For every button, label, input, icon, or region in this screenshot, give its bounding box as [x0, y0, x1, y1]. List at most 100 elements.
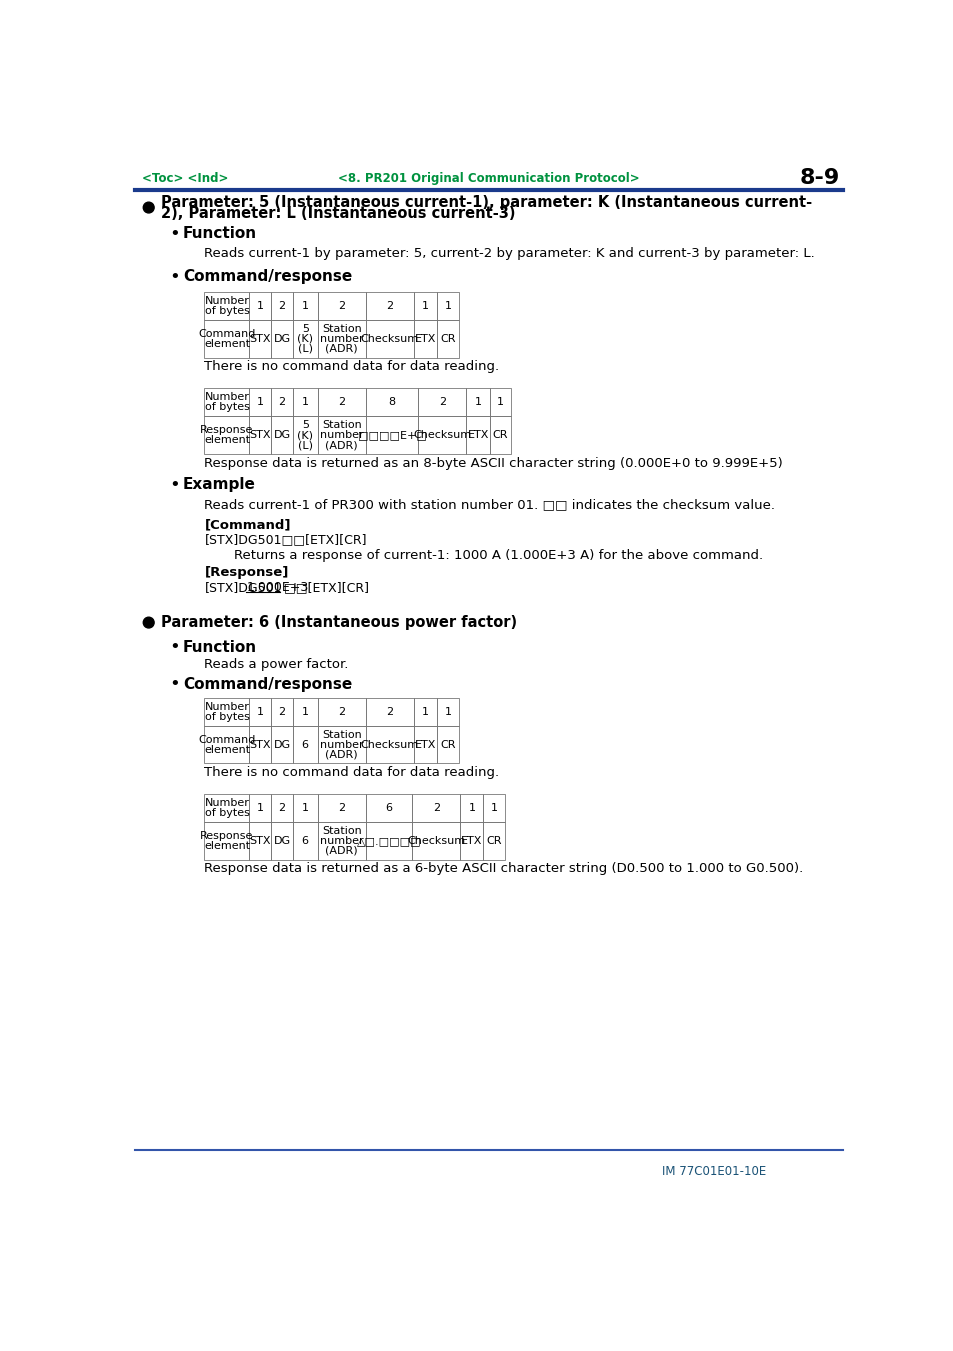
Text: (L): (L) [297, 345, 313, 354]
Text: Example: Example [183, 477, 255, 492]
Text: 1: 1 [444, 301, 451, 311]
Text: Parameter: 6 (Instantaneous power factor): Parameter: 6 (Instantaneous power factor… [161, 615, 517, 630]
Text: CR: CR [439, 739, 456, 750]
Text: <Toc> <Ind>: <Toc> <Ind> [142, 172, 229, 185]
Bar [459, 794, 483, 821]
Text: Function: Function [183, 226, 256, 242]
Text: •: • [170, 267, 180, 286]
Circle shape [143, 203, 154, 213]
Text: Checksum: Checksum [407, 836, 465, 846]
Text: 2: 2 [433, 802, 439, 813]
Bar [412, 821, 459, 859]
Text: Checksum: Checksum [360, 334, 418, 345]
Bar [489, 389, 511, 416]
Bar [293, 698, 317, 725]
Text: number: number [319, 430, 363, 440]
Text: Reads current-1 by parameter: 5, current-2 by parameter: K and current-3 by para: Reads current-1 by parameter: 5, current… [204, 247, 815, 261]
Bar [293, 794, 317, 821]
Bar [365, 698, 414, 725]
Text: 1: 1 [497, 397, 503, 408]
Text: 6: 6 [385, 802, 392, 813]
Text: 1: 1 [444, 707, 451, 717]
Text: 1: 1 [421, 707, 429, 717]
Text: 5: 5 [301, 420, 309, 430]
Bar [436, 698, 458, 725]
Bar [249, 725, 271, 763]
Bar [365, 725, 414, 763]
Text: Station: Station [321, 730, 361, 739]
Text: CR: CR [493, 430, 508, 440]
Text: Checksum: Checksum [413, 430, 471, 440]
Bar [271, 292, 293, 320]
Bar [365, 794, 412, 821]
Bar [271, 320, 293, 358]
Bar [249, 794, 271, 821]
Text: 2: 2 [386, 707, 393, 717]
Text: 6: 6 [301, 836, 309, 846]
Bar [365, 821, 412, 859]
Text: 6: 6 [301, 739, 309, 750]
Bar [249, 821, 271, 859]
Text: 1: 1 [301, 397, 309, 408]
Bar [365, 292, 414, 320]
Text: element: element [204, 339, 250, 349]
Bar [293, 292, 317, 320]
Text: ETX: ETX [460, 836, 482, 846]
Text: 8: 8 [388, 397, 395, 408]
Text: [Response]: [Response] [204, 566, 289, 580]
Bar [489, 416, 511, 454]
Text: There is no command data for data reading.: There is no command data for data readin… [204, 361, 499, 373]
Bar [204, 320, 249, 358]
Bar [293, 320, 317, 358]
Text: ETX: ETX [467, 430, 488, 440]
Text: (K): (K) [297, 334, 313, 345]
Text: element: element [204, 744, 250, 755]
Bar [436, 320, 458, 358]
Text: CR: CR [439, 334, 456, 345]
Text: •: • [170, 224, 180, 243]
Text: □□[ETX][CR]: □□[ETX][CR] [279, 581, 369, 594]
Text: Response: Response [200, 426, 253, 435]
Bar [293, 416, 317, 454]
Bar [317, 416, 365, 454]
Text: CR: CR [486, 836, 501, 846]
Text: •: • [170, 638, 180, 657]
Bar [317, 320, 365, 358]
Bar [317, 725, 365, 763]
Text: Number: Number [204, 296, 249, 307]
Text: •: • [170, 676, 180, 693]
Bar [414, 725, 436, 763]
Text: There is no command data for data reading.: There is no command data for data readin… [204, 766, 499, 780]
Text: element: element [204, 435, 250, 444]
Text: 1: 1 [421, 301, 429, 311]
Bar [483, 794, 505, 821]
Text: Command: Command [198, 735, 255, 744]
Text: •: • [170, 476, 180, 493]
Circle shape [143, 617, 154, 628]
Text: 1: 1 [474, 397, 481, 408]
Text: Response: Response [200, 831, 253, 840]
Text: Station: Station [321, 420, 361, 430]
Text: □□□□E+□: □□□□E+□ [357, 430, 426, 440]
Text: Number: Number [204, 798, 249, 808]
Text: 2: 2 [278, 707, 285, 717]
Text: (ADR): (ADR) [325, 750, 357, 759]
Text: 1.000E+3: 1.000E+3 [246, 581, 308, 594]
Bar [317, 389, 365, 416]
Text: 1: 1 [491, 802, 497, 813]
Text: Parameter: 5 (Instantaneous current-1), parameter: K (Instantaneous current-: Parameter: 5 (Instantaneous current-1), … [161, 195, 811, 209]
Bar [418, 416, 466, 454]
Text: Number: Number [204, 703, 249, 712]
Text: of bytes: of bytes [204, 808, 249, 819]
Bar [436, 725, 458, 763]
Bar [271, 416, 293, 454]
Text: 2: 2 [438, 397, 445, 408]
Bar [466, 389, 489, 416]
Text: STX: STX [250, 836, 271, 846]
Text: Reads current-1 of PR300 with station number 01. □□ indicates the checksum value: Reads current-1 of PR300 with station nu… [204, 499, 775, 511]
Text: STX: STX [250, 430, 271, 440]
Bar [271, 794, 293, 821]
Text: 1: 1 [256, 707, 264, 717]
Text: STX: STX [250, 334, 271, 345]
Text: △□.□□□□: △□.□□□□ [356, 836, 421, 846]
